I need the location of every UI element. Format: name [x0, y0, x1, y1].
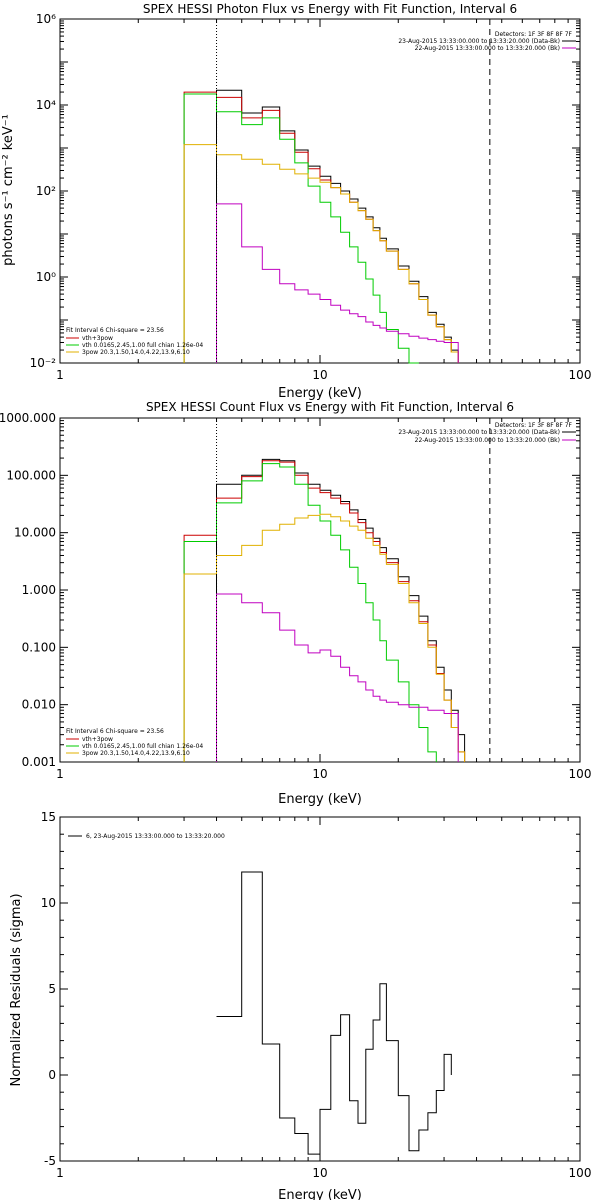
y-tick-label: 1.000 — [22, 583, 56, 597]
residuals-y-ticks: -5 0 5 10 15 — [41, 810, 580, 1168]
y-tick-label: 10⁻² — [30, 356, 57, 370]
photon-flux-panel: SPEX HESSI Photon Flux vs Energy with Fi… — [1, 2, 591, 401]
photon-flux-legend-bottom: Fit Interval 6 Chi-square = 23.56 vth+3p… — [66, 327, 203, 356]
x-tick-label: 1 — [56, 368, 64, 382]
legend-top-entry: 22-Aug-2015 13:33:00.000 to 13:33:20.000… — [415, 45, 560, 52]
legend-bottom-header: Fit Interval 6 Chi-square = 23.56 — [66, 728, 164, 735]
legend-bottom-entry: 3pow 20.3,1.50,14.0,4.22,13.9,6.10 — [82, 750, 190, 757]
legend-bottom-entry: vth+3pow — [82, 736, 113, 743]
y-tick-label: 100.000 — [6, 468, 56, 482]
y-tick-label: 0.001 — [22, 755, 56, 769]
y-tick-label: -5 — [44, 1154, 56, 1168]
residuals-legend: 6, 23-Aug-2015 13:33:00.000 to 13:33:20.… — [68, 833, 225, 840]
x-tick-label: 10 — [312, 1166, 327, 1180]
count-flux-title: SPEX HESSI Count Flux vs Energy with Fit… — [146, 400, 514, 414]
photon-flux-title: SPEX HESSI Photon Flux vs Energy with Fi… — [143, 2, 517, 16]
legend-top-header: Detectors: 1F 3F 8F 8F 7F — [495, 31, 573, 38]
photon-flux-vlines — [216, 19, 491, 363]
legend-top-header: Detectors: 1F 3F 8F 8F 7F — [495, 422, 573, 429]
x-tick-label: 10 — [312, 368, 327, 382]
legend-top-entry: 23-Aug-2015 13:33:00.000 to 13:33:20.000… — [398, 429, 560, 436]
y-tick-label: 0 — [48, 1068, 56, 1082]
count-flux-legend-top: Detectors: 1F 3F 8F 8F 7F 23-Aug-2015 13… — [398, 422, 576, 444]
series-line — [216, 871, 452, 1155]
count-flux-y-ticks: 0.001 0.010 0.100 1.000 10.000 100.000 1000.00… — [0, 411, 580, 769]
legend-top-entry: 23-Aug-2015 13:33:00.000 to 13:33:20.000… — [398, 38, 560, 45]
y-tick-label: 10.000 — [14, 526, 56, 540]
legend-bottom-header: Fit Interval 6 Chi-square = 23.56 — [66, 327, 164, 334]
count-flux-series — [183, 458, 466, 762]
series-line — [216, 89, 459, 363]
y-tick-label: 0.100 — [22, 640, 56, 654]
residuals-x-ticks: 1 10 100 — [56, 817, 591, 1180]
series-line — [216, 203, 459, 363]
legend-entry: 6, 23-Aug-2015 13:33:00.000 to 13:33:20.… — [86, 833, 225, 840]
photon-flux-x-axis-label: Energy (keV) — [278, 386, 362, 401]
legend-bottom-entry: 3pow 20.3,1.50,14.0,4.22,13.9,6.10 — [82, 349, 190, 356]
y-tick-label: 10⁴ — [36, 98, 56, 112]
x-tick-label: 1 — [56, 1166, 64, 1180]
y-tick-label: 10⁶ — [36, 12, 56, 26]
series-line — [216, 593, 459, 762]
y-tick-label: 10² — [36, 184, 56, 198]
count-flux-x-axis-label: Energy (keV) — [278, 792, 362, 807]
legend-top-entry: 22-Aug-2015 13:33:00.000 to 13:33:20.000… — [415, 437, 560, 444]
x-tick-label: 10 — [312, 767, 327, 781]
legend-bottom-entry: vth+3pow — [82, 335, 113, 342]
y-tick-label: 1000.000 — [0, 411, 56, 425]
residuals-series — [216, 871, 452, 1155]
y-tick-label: 10⁰ — [36, 270, 56, 284]
photon-flux-x-ticks: 1 10 100 — [56, 19, 591, 382]
series-line — [183, 460, 466, 762]
count-flux-legend-bottom: Fit Interval 6 Chi-square = 23.56 vth+3p… — [66, 728, 203, 757]
count-flux-panel: SPEX HESSI Count Flux vs Energy with Fit… — [0, 400, 591, 807]
legend-bottom-entry: vth 0.0165,2.45,1.00 full chian 1.26e-04 — [82, 342, 203, 349]
count-flux-vlines — [216, 418, 491, 762]
x-tick-label: 1 — [56, 767, 64, 781]
photon-flux-y-ticks: 10⁻² 10⁰ 10² 10⁴ 10⁶ — [30, 12, 580, 370]
series-line — [216, 458, 466, 762]
series-line — [183, 513, 466, 762]
x-tick-label: 100 — [569, 767, 592, 781]
y-tick-label: 0.010 — [22, 698, 56, 712]
count-flux-x-ticks: 1 10 100 — [56, 418, 591, 781]
residuals-y-axis-label: Normalized Residuals (sigma) — [9, 893, 24, 1086]
y-tick-label: 5 — [48, 982, 56, 996]
series-line — [183, 91, 459, 363]
series-line — [183, 144, 459, 363]
residuals-x-axis-label: Energy (keV) — [278, 1188, 362, 1200]
series-line — [183, 93, 419, 364]
photon-flux-series — [183, 89, 459, 364]
count-flux-plot-frame — [59, 417, 581, 763]
x-tick-label: 100 — [569, 1166, 592, 1180]
x-tick-label: 100 — [569, 368, 592, 382]
residuals-panel: 1 10 100 -5 0 5 10 15 Energy (keV) Normalized … — [9, 810, 591, 1200]
y-tick-label: 15 — [41, 810, 56, 824]
photon-flux-y-axis-label: photons s⁻¹ cm⁻² keV⁻¹ — [1, 114, 16, 266]
series-line — [183, 463, 437, 762]
y-tick-label: 10 — [41, 896, 56, 910]
photon-flux-legend-top: Detectors: 1F 3F 8F 8F 7F 23-Aug-2015 13… — [398, 31, 576, 52]
legend-bottom-entry: vth 0.0165,2.45,1.00 full chian 1.26e-04 — [82, 743, 203, 750]
